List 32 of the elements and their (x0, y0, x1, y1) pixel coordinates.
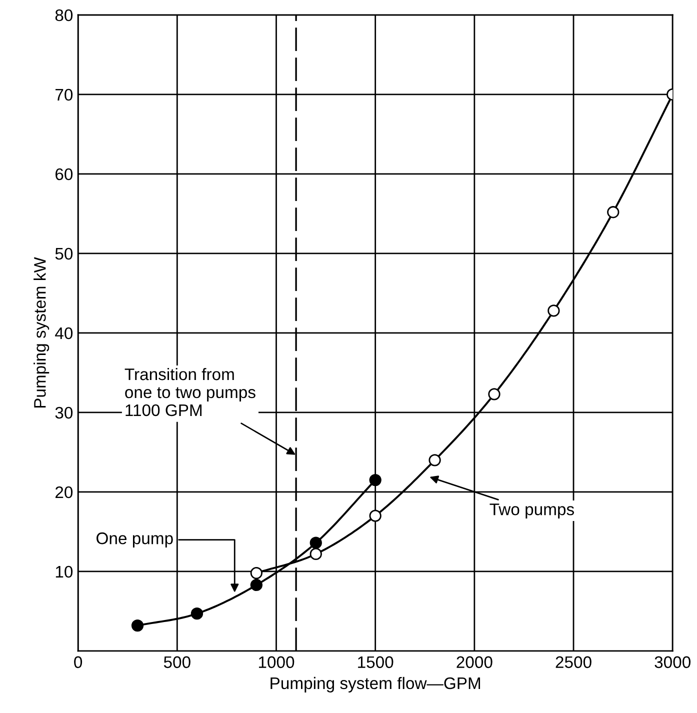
point (548, 304, 560, 317)
y-tick-label: 10 (56, 566, 73, 578)
point (250, 566, 262, 580)
x-tick-label: 2000 (456, 656, 492, 668)
point (488, 388, 500, 400)
point (250, 578, 262, 592)
point (310, 548, 322, 560)
x-tick-label: 3000 (654, 656, 690, 668)
y-tick-label: 50 (55, 248, 73, 260)
x-axis-title: Pumping system flow—GPM (270, 676, 480, 692)
x-tick-label: 1000 (258, 656, 294, 668)
y-tick-label: 20 (56, 486, 73, 498)
x-tick-label: 2500 (556, 656, 592, 668)
y-tick-label: 40 (55, 327, 73, 340)
annotation: Transition from one to two pumps 1100 GPM (124, 368, 256, 416)
y-tick-label: 70 (56, 88, 73, 101)
point (190, 608, 204, 620)
x-tick-label: 1500 (358, 656, 394, 668)
y-tick-label: 80 (55, 9, 73, 22)
y-tick-label: 30 (55, 406, 73, 419)
point (310, 536, 322, 549)
point (131, 619, 144, 632)
y-axis-title: Pumping system kW (34, 257, 50, 408)
x-tick-label: 500 (164, 656, 190, 668)
point (369, 474, 382, 486)
point (369, 510, 382, 522)
annotation: One pump (96, 532, 173, 548)
x-tick-label: 0 (74, 656, 82, 668)
point (607, 206, 620, 218)
point (428, 454, 441, 466)
y-tick-label: 60 (56, 168, 73, 180)
annotation: Two pumps (490, 504, 574, 519)
